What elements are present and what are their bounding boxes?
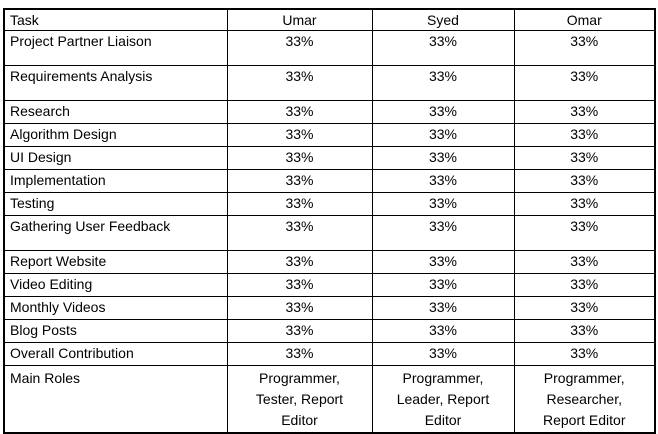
- table-row: Monthly Videos 33% 33% 33%: [3, 296, 656, 320]
- contribution-table: Task Umar Syed Omar Project Partner Liai…: [3, 8, 656, 434]
- task-cell: Project Partner Liaison: [3, 30, 228, 66]
- table-row: Requirements Analysis 33% 33% 33%: [3, 65, 656, 101]
- value-cell: 33%: [371, 192, 515, 216]
- task-cell: UI Design: [3, 146, 228, 170]
- task-cell: Gathering User Feedback: [3, 215, 228, 251]
- task-cell: Blog Posts: [3, 319, 228, 343]
- column-header-omar: Omar: [513, 8, 656, 31]
- value-cell: 33%: [513, 192, 656, 216]
- value-cell: 33%: [371, 319, 515, 343]
- value-cell: 33%: [226, 319, 373, 343]
- task-cell: Algorithm Design: [3, 123, 228, 147]
- value-cell: 33%: [513, 169, 656, 193]
- value-cell: 33%: [226, 65, 373, 101]
- table-row: Testing 33% 33% 33%: [3, 192, 656, 216]
- task-cell: Overall Contribution: [3, 342, 228, 366]
- value-cell: 33%: [371, 342, 515, 366]
- value-cell: 33%: [226, 146, 373, 170]
- value-cell: 33%: [226, 169, 373, 193]
- value-cell: 33%: [226, 296, 373, 320]
- value-cell: 33%: [371, 123, 515, 147]
- value-cell: 33%: [371, 250, 515, 274]
- value-cell: 33%: [226, 215, 373, 251]
- value-cell: 33%: [513, 250, 656, 274]
- value-cell: 33%: [371, 215, 515, 251]
- value-cell: 33%: [371, 146, 515, 170]
- value-cell: 33%: [513, 215, 656, 251]
- table-row: Report Website 33% 33% 33%: [3, 250, 656, 274]
- value-cell: 33%: [513, 296, 656, 320]
- header-row: Task Umar Syed Omar: [3, 8, 656, 31]
- value-cell: 33%: [371, 100, 515, 124]
- task-cell: Requirements Analysis: [3, 65, 228, 101]
- table-row: Gathering User Feedback 33% 33% 33%: [3, 215, 656, 251]
- value-cell: Programmer, Leader, Report Editor: [371, 365, 515, 434]
- value-cell: 33%: [226, 342, 373, 366]
- task-cell: Testing: [3, 192, 228, 216]
- value-cell: 33%: [226, 123, 373, 147]
- table-row: Implementation 33% 33% 33%: [3, 169, 656, 193]
- task-cell: Video Editing: [3, 273, 228, 297]
- task-cell: Main Roles: [3, 365, 228, 434]
- column-header-syed: Syed: [371, 8, 515, 31]
- table-row: Main Roles Programmer, Tester, Report Edi…: [3, 365, 656, 434]
- column-header-umar: Umar: [226, 8, 373, 31]
- value-cell: 33%: [226, 250, 373, 274]
- value-cell: 33%: [226, 273, 373, 297]
- task-cell: Report Website: [3, 250, 228, 274]
- value-cell: 33%: [226, 192, 373, 216]
- table-row: Research 33% 33% 33%: [3, 100, 656, 124]
- value-cell: Programmer, Tester, Report Editor: [226, 365, 373, 434]
- value-cell: 33%: [371, 30, 515, 66]
- value-cell: 33%: [226, 100, 373, 124]
- value-cell: 33%: [371, 169, 515, 193]
- value-cell: 33%: [226, 30, 373, 66]
- table-row: Video Editing 33% 33% 33%: [3, 273, 656, 297]
- value-cell: 33%: [513, 273, 656, 297]
- table-row: UI Design 33% 33% 33%: [3, 146, 656, 170]
- value-cell: 33%: [513, 65, 656, 101]
- column-header-task: Task: [3, 8, 228, 31]
- value-cell: 33%: [513, 30, 656, 66]
- table-body: Project Partner Liaison 33% 33% 33% Requirem…: [3, 30, 656, 434]
- value-cell: 33%: [513, 146, 656, 170]
- value-cell: 33%: [371, 296, 515, 320]
- value-cell: 33%: [513, 100, 656, 124]
- value-cell: Programmer, Researcher, Report Editor: [513, 365, 656, 434]
- task-cell: Implementation: [3, 169, 228, 193]
- value-cell: 33%: [371, 65, 515, 101]
- table-row: Algorithm Design 33% 33% 33%: [3, 123, 656, 147]
- value-cell: 33%: [513, 319, 656, 343]
- table-row: Project Partner Liaison 33% 33% 33%: [3, 30, 656, 66]
- table-row: Blog Posts 33% 33% 33%: [3, 319, 656, 343]
- value-cell: 33%: [513, 342, 656, 366]
- value-cell: 33%: [371, 273, 515, 297]
- table-row: Overall Contribution 33% 33% 33%: [3, 342, 656, 366]
- task-cell: Research: [3, 100, 228, 124]
- value-cell: 33%: [513, 123, 656, 147]
- task-cell: Monthly Videos: [3, 296, 228, 320]
